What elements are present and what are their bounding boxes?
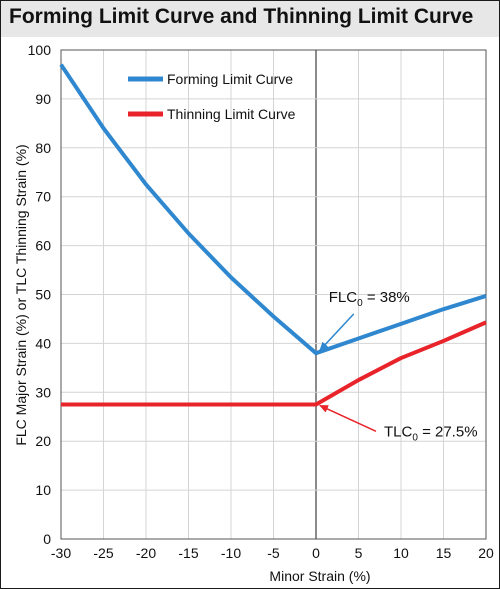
y-tick-label: 60 bbox=[35, 238, 51, 254]
tlc0-annotation: TLC0 = 27.5% bbox=[384, 423, 478, 443]
y-tick-label: 70 bbox=[35, 189, 51, 205]
x-tick-label: -25 bbox=[93, 545, 113, 561]
plot-border bbox=[60, 49, 487, 540]
x-tick-label: 0 bbox=[312, 545, 320, 561]
flc0-annotation: FLC0 = 38% bbox=[329, 289, 410, 309]
y-tick-label: 90 bbox=[35, 91, 51, 107]
y-tick-label: 0 bbox=[43, 531, 51, 547]
y-tick-label: 100 bbox=[28, 42, 52, 58]
x-tick-label: 15 bbox=[436, 545, 452, 561]
x-tick-label: 5 bbox=[355, 545, 363, 561]
legend-label-tlc: Thinning Limit Curve bbox=[167, 106, 296, 122]
annotations: FLC0 = 38% TLC0 = 27.5% bbox=[319, 289, 478, 443]
y-tick-label: 20 bbox=[35, 433, 51, 449]
x-tick-label: -15 bbox=[178, 545, 198, 561]
forming-limit-curve-line bbox=[59, 63, 487, 356]
y-axis-label: FLC Major Strain (%) or TLC Thinning Str… bbox=[13, 144, 29, 445]
x-tick-label: -5 bbox=[267, 545, 280, 561]
y-tick-label: 80 bbox=[35, 140, 51, 156]
x-axis-label: Minor Strain (%) bbox=[269, 568, 370, 584]
x-tick-label: 10 bbox=[393, 545, 409, 561]
y-tick-label: 50 bbox=[35, 287, 51, 303]
y-tick-label: 10 bbox=[35, 482, 51, 498]
thinning-limit-curve-line bbox=[61, 320, 487, 407]
grid bbox=[60, 49, 487, 540]
tick-labels: -30 -25 -20 -15 -10 -5 0 5 10 15 20 0 10 20 30 40 50 60 70… bbox=[28, 42, 494, 561]
x-tick-label: -20 bbox=[136, 545, 156, 561]
tlc0-arrow bbox=[319, 404, 377, 432]
x-tick-label: -30 bbox=[51, 545, 71, 561]
legend: Forming Limit Curve Thinning Limit Curve bbox=[128, 71, 296, 122]
x-tick-label: -10 bbox=[221, 545, 241, 561]
flc0-arrow bbox=[319, 313, 355, 351]
y-tick-label: 30 bbox=[35, 384, 51, 400]
series-lines bbox=[59, 63, 487, 407]
y-tick-label: 40 bbox=[35, 335, 51, 351]
title-bar: Forming Limit Curve and Thinning Limit C… bbox=[1, 1, 499, 37]
legend-label-flc: Forming Limit Curve bbox=[167, 71, 293, 87]
x-tick-label: 20 bbox=[478, 545, 494, 561]
chart-title: Forming Limit Curve and Thinning Limit C… bbox=[9, 5, 474, 28]
